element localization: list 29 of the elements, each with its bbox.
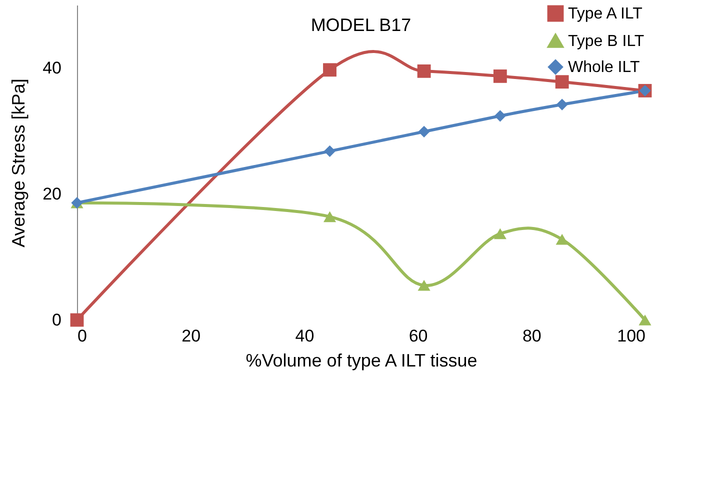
point	[418, 126, 430, 138]
y-tick-label: 40	[42, 58, 62, 78]
y-axis-title: Average Stress [kPa]	[8, 78, 29, 248]
point	[324, 145, 336, 157]
legend-label: Type B ILT	[568, 33, 644, 50]
point	[555, 75, 569, 89]
x-tick-label: 80	[522, 326, 542, 346]
y-tick-label: 20	[42, 184, 62, 204]
x-tick-label: 100	[617, 326, 646, 346]
y-tick-label: 0	[52, 310, 62, 330]
text: MODEL B17	[310, 15, 412, 35]
x-tick-label: 0	[78, 326, 87, 346]
x-tick-label: 20	[182, 326, 201, 346]
legend-label: Type A ILT	[568, 6, 643, 22]
point	[323, 63, 336, 77]
point	[494, 228, 506, 240]
point	[493, 69, 507, 83]
point	[70, 313, 84, 327]
point	[556, 98, 568, 110]
point	[417, 64, 431, 78]
point	[494, 110, 506, 122]
x-axis-title: %Volume of type A ILT tissue	[246, 350, 478, 370]
legend-label: Whole ILT	[568, 59, 640, 76]
x-tick-label: 40	[295, 326, 314, 346]
point	[323, 211, 336, 222]
point	[556, 234, 568, 245]
x-tick-label: 60	[408, 326, 428, 346]
point	[638, 314, 652, 326]
point	[418, 280, 430, 291]
